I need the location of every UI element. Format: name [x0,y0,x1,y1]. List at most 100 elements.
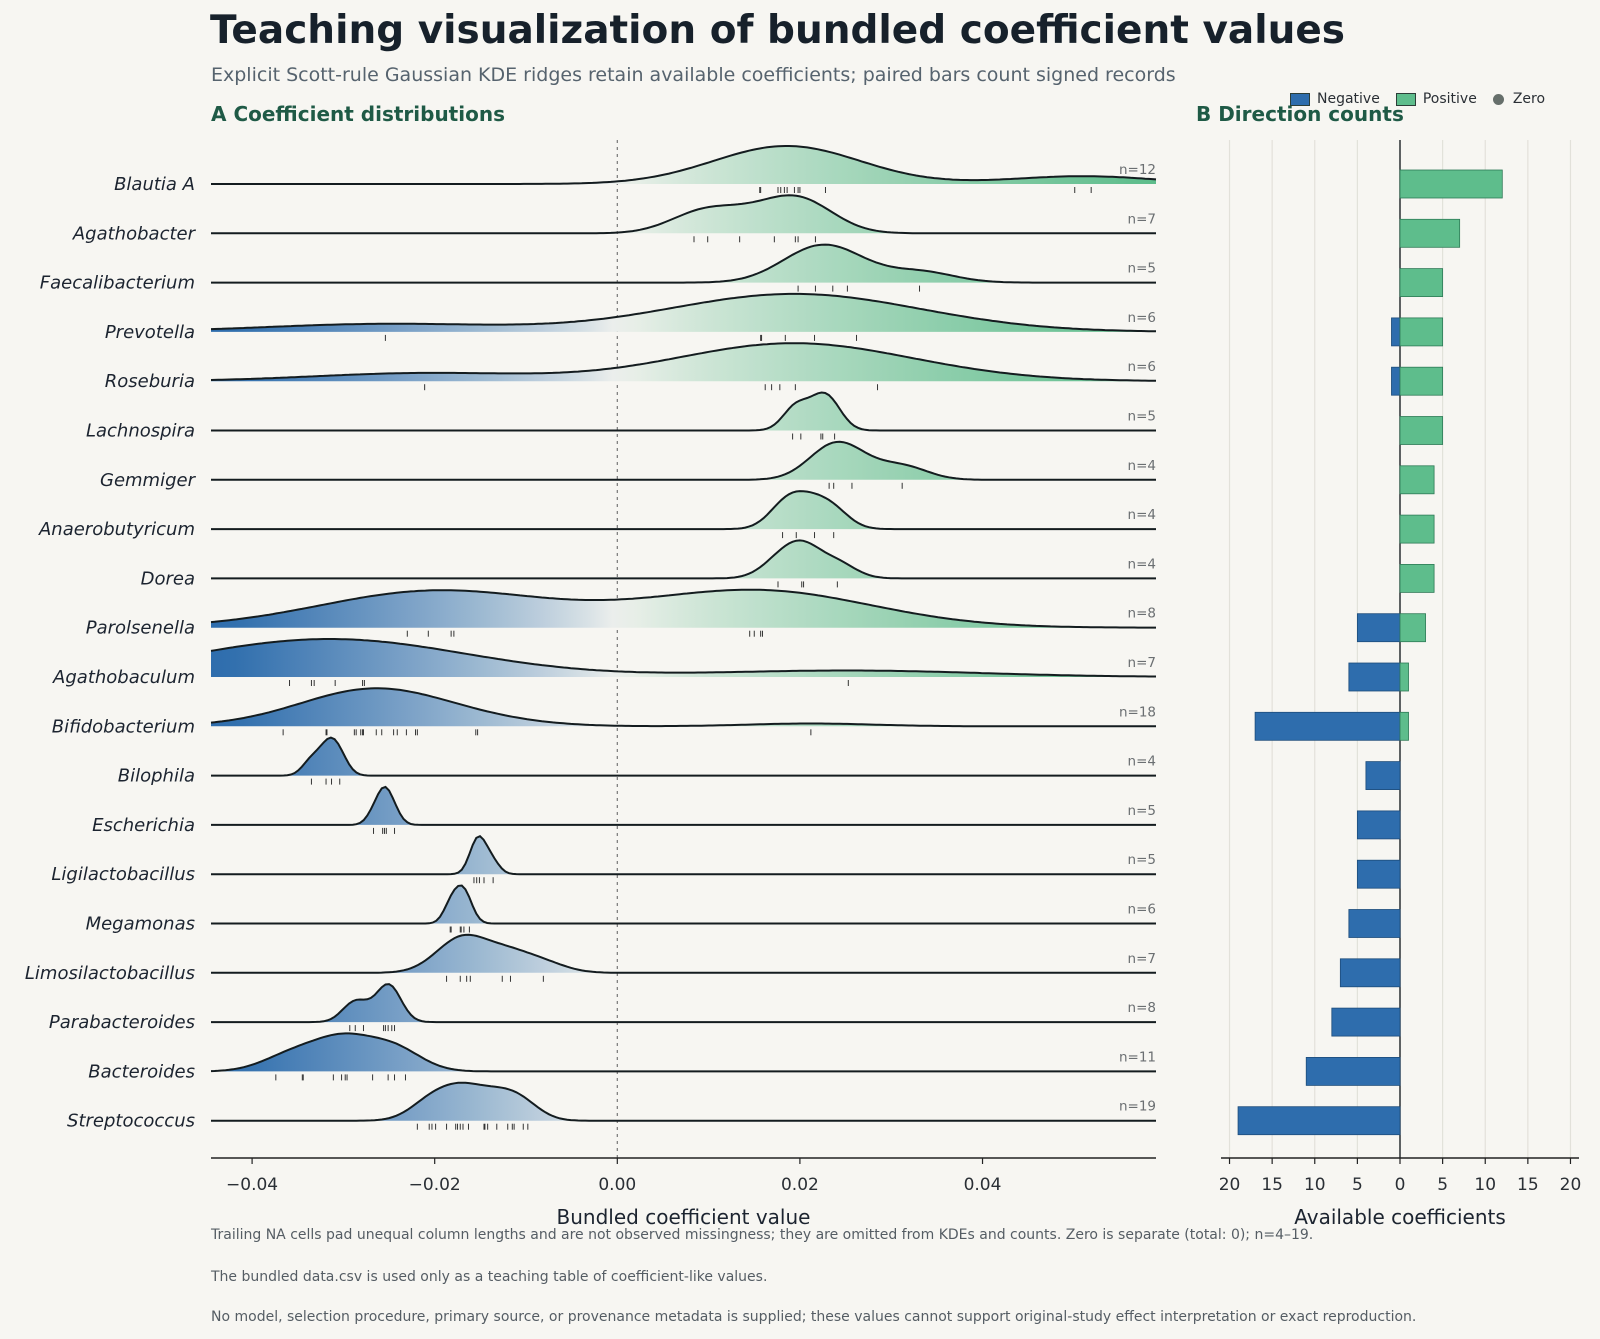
legend-label-zero: Zero [1512,91,1546,107]
n-label-agathobaculum: n=7 [1128,655,1156,671]
n-label-limosilactobacillus: n=7 [1128,951,1156,967]
n-label-bifidobacterium: n=18 [1119,704,1156,720]
panel-b-x-axis-label: Available coefficients [1294,1205,1506,1229]
row-label-bilophila: Bilophila [118,766,195,787]
panel-b-x-tick-label: 15 [1517,1175,1539,1195]
footer-note-3: No model, selection procedure, primary s… [211,1309,1417,1325]
footer-note-1: Trailing NA cells pad unequal column len… [211,1227,1314,1243]
ridge-fill-faecalibacterium [211,244,1156,283]
ridge-fill-blautia-a [211,146,1156,184]
bar-positive-faecalibacterium [1399,268,1444,298]
row-label-streptococcus: Streptococcus [67,1111,195,1132]
row-label-gemmiger: Gemmiger [100,470,197,491]
ridge-fill-lachnospira [211,392,1156,431]
row-label-ligilactobacillus: Ligilactobacillus [51,864,195,885]
bar-negative-limosilactobacillus [1339,958,1401,988]
bar-negative-prevotella [1391,317,1401,347]
row-label-agathobacter: Agathobacter [72,223,197,244]
n-label-bilophila: n=4 [1128,754,1156,770]
ridge-curve-bifidobacterium [210,687,1156,728]
bar-positive-agathobacter [1399,218,1461,248]
bar-positive-parolsenella [1399,613,1426,643]
ridge-fill-escherichia [211,786,1156,825]
row-label-megamonas: Megamonas [86,914,195,935]
row-label-parolsenella: Parolsenella [86,618,195,639]
panel-b-x-tick-label: 10 [1304,1175,1326,1195]
ridge-curve-blautia-a [211,145,1157,185]
ridge-curve-escherichia [211,785,1156,826]
bar-negative-agathobaculum [1348,662,1401,692]
ridge-curve-prevotella [210,292,1157,333]
ridge-curve-bacteroides [210,1032,1156,1073]
panel-b-x-tick-label: 20 [1219,1175,1241,1195]
ridge-fill-dorea [211,540,1156,579]
row-label-lachnospira: Lachnospira [86,421,195,442]
ridge-fill-gemmiger [211,441,1156,480]
ridge-curve-agathobaculum [210,638,1156,678]
n-label-agathobacter: n=7 [1128,211,1156,227]
row-label-roseburia: Roseburia [105,371,195,392]
panel-a-label: A Coefficient distributions [211,102,505,126]
ridge-fill-ligilactobacillus [211,836,1156,875]
ridge-curve-faecalibacterium [211,243,1156,284]
bar-positive-gemmiger [1399,465,1435,495]
ridge-fill-roseburia [211,343,1156,382]
legend-marker-zero [1492,93,1504,105]
n-label-ligilactobacillus: n=5 [1128,852,1156,868]
panel-a-x-tick-label: 0.04 [964,1175,1002,1195]
n-label-prevotella: n=6 [1128,310,1156,326]
panel-a-x-axis-label: Bundled coefficient value [557,1205,811,1229]
row-label-limosilactobacillus: Limosilactobacillus [25,963,195,984]
legend: Negative Positive Zero [1290,91,1561,107]
ridge-fill-bacteroides [211,1033,1156,1072]
row-label-escherichia: Escherichia [92,815,195,836]
legend-item-positive: Positive [1395,91,1477,107]
row-label-bacteroides: Bacteroides [88,1061,195,1082]
bar-negative-escherichia [1356,810,1401,840]
panel-a-ridgeline-chart: −0.04 −0.02 0.00 0.02 0.04 Bundled coefficien… [25,140,1157,1229]
bar-negative-parabacteroides [1331,1007,1401,1037]
bar-positive-agathobaculum [1399,662,1409,692]
ridge-curve-dorea [211,539,1156,580]
panel-b-x-tick-label: 15 [1261,1175,1283,1195]
ridge-fill-parabacteroides [211,984,1156,1023]
legend-swatch-negative [1290,92,1310,106]
ridge-fill-streptococcus [211,1082,1156,1121]
row-label-faecalibacterium: Faecalibacterium [40,273,195,294]
bar-negative-roseburia [1391,366,1401,396]
row-label-blautia-a: Blautia A [114,174,195,195]
ridge-fill-prevotella [211,293,1156,332]
legend-label-negative: Negative [1317,91,1380,107]
bar-negative-streptococcus [1237,1106,1401,1136]
bar-positive-prevotella [1399,317,1444,347]
bar-negative-bilophila [1365,761,1401,790]
ridge-fill-parolsenella [211,589,1156,628]
page-subtitle: Explicit Scott-rule Gaussian KDE ridges … [211,64,1176,86]
legend-swatch-positive [1395,92,1416,106]
bar-negative-parolsenella [1356,613,1401,643]
bar-negative-megamonas [1348,909,1401,938]
ridge-curve-lachnospira [211,391,1156,432]
row-label-dorea: Dorea [141,568,195,589]
row-label-agathobaculum: Agathobaculum [52,667,195,688]
panel-b-direction-bar-chart: 20 15 10 5 0 5 10 15 20 Available coefficients [1219,140,1581,1229]
n-label-faecalibacterium: n=5 [1128,261,1156,277]
n-label-roseburia: n=6 [1128,359,1156,375]
footer-note-2: The bundled data.csv is used only as a t… [211,1269,768,1285]
ridge-curve-streptococcus [211,1081,1156,1122]
bar-positive-roseburia [1399,366,1444,396]
ridge-curve-parabacteroides [211,983,1156,1024]
ridge-curve-megamonas [211,884,1156,925]
legend-item-zero: Zero [1492,91,1546,107]
ridge-curve-parolsenella [210,588,1156,629]
bar-positive-bifidobacterium [1399,711,1409,741]
row-label-prevotella: Prevotella [105,322,195,343]
panel-a-x-tick-label: 0.02 [781,1175,819,1195]
page-title: Teaching visualization of bundled coeffi… [210,8,1346,53]
ridge-fill-agathobaculum [211,639,1156,677]
ridge-curve-ligilactobacillus [211,835,1156,876]
bar-negative-bifidobacterium [1254,711,1401,741]
n-label-anaerobutyricum: n=4 [1128,507,1156,523]
n-label-gemmiger: n=4 [1128,458,1156,474]
ridge-curve-agathobacter [211,194,1156,235]
